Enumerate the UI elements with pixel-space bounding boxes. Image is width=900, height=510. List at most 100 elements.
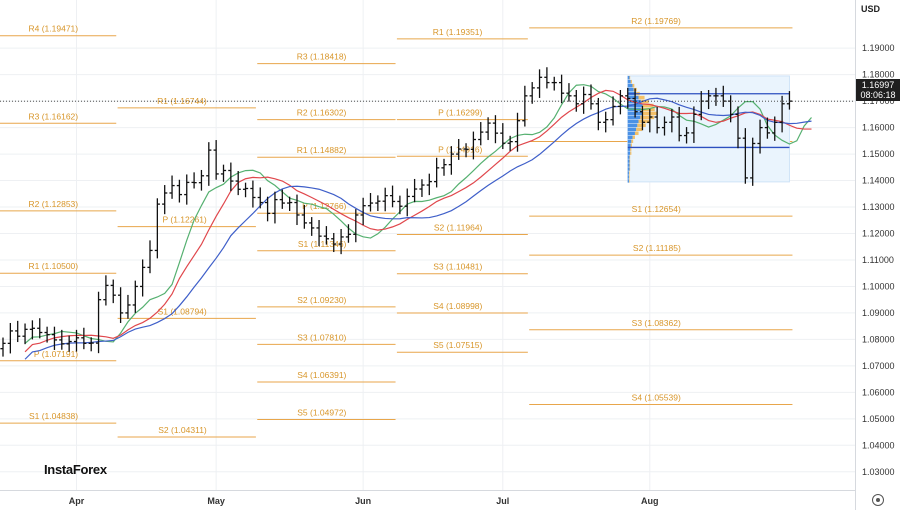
volume-bar [627,139,632,143]
pivot-label: S4 (1.08998) [433,301,482,311]
price-tick-label: 1.05000 [862,414,895,424]
price-tick-label: 1.06000 [862,387,895,397]
price-bar [265,196,271,222]
price-bar [162,185,168,215]
price-bar [95,291,102,354]
pivot-label: S3 (1.08362) [632,318,681,328]
pivot-label: S1 (1.11346) [298,239,347,249]
price-bar [198,169,205,191]
price-bar [456,138,462,160]
price-tick-label: 1.17000 [862,96,895,106]
price-bar [676,106,682,142]
volume-bar [627,95,639,100]
price-bar [669,109,675,133]
pivot-label: R3 (1.18418) [297,52,347,62]
volume-bar [627,79,631,84]
price-bar [617,90,623,115]
price-bar [448,146,454,175]
pivot-label: S2 (1.09230) [297,295,346,305]
volume-bar [629,155,631,159]
volume-bar [630,143,632,147]
volume-bar [627,123,638,128]
price-bar [382,187,388,212]
volume-bar [627,83,633,88]
price-bar [279,189,285,209]
volume-bar [637,123,646,128]
price-bar [412,178,418,203]
price-tick-label: 1.10000 [862,281,895,291]
price-bars [0,67,793,357]
price-bar [140,259,146,297]
price-bar [500,123,506,150]
price-bar [294,194,300,226]
price-bar [309,217,315,236]
price-bar [29,320,35,340]
price-bar [250,180,256,208]
currency-label[interactable]: USD [861,4,881,14]
brand-logo: InstaForex [44,462,107,477]
price-bar [103,275,109,306]
price-bar [331,232,337,253]
pivot-label: P (1.16299) [438,108,482,118]
price-bar [742,128,748,184]
settings-icon[interactable] [872,494,884,506]
price-bar [147,240,153,274]
price-bar [37,318,43,339]
price-bar [316,219,322,247]
candle-countdown: 08:06:18 [860,90,896,100]
price-bar [735,106,741,149]
price-bar [683,127,690,144]
price-bar [22,323,28,345]
price-bar [213,140,219,180]
volume-bar [638,119,651,124]
price-bar [514,112,521,152]
price-bar [15,320,21,343]
pivot-label: S2 (1.11964) [434,222,483,232]
pivot-label: S4 (1.05539) [632,393,681,403]
price-tick-label: 1.13000 [862,202,895,212]
price-bar [375,195,381,211]
price-bar [566,83,572,102]
price-bar [434,157,440,188]
volume-bar [627,171,629,175]
price-bar [536,69,543,98]
price-tick-label: 1.08000 [862,334,895,344]
price-tick-label: 1.15000 [862,149,895,159]
volume-bar [627,115,641,120]
pivot-label: S5 (1.07515) [433,340,482,350]
price-bar [154,198,160,259]
price-bar [353,209,359,243]
pivot-label: S3 (1.10481) [433,262,482,272]
volume-bar [627,75,630,80]
volume-bar [642,103,654,108]
volume-bar [627,151,631,155]
price-bar [654,106,660,134]
volume-bar [629,163,631,167]
pivot-label: R1 (1.14882) [297,145,347,155]
price-axis[interactable]: 1.19000 1.18000 1.17000 1.16000 1.15000 1.140… [862,43,895,477]
price-bar [639,105,646,131]
volume-bar [627,119,639,124]
price-bar [507,135,513,152]
volume-bar [627,135,633,139]
price-tick-label: 1.04000 [862,440,895,450]
month-tick-label: May [207,496,225,506]
price-bar [191,172,197,189]
price-bar [301,204,307,229]
moving-averages [24,84,812,360]
price-bar [228,162,234,192]
pivot-label: R2 (1.16302) [297,108,347,118]
ma-medium [24,89,812,353]
price-tick-label: 1.18000 [862,70,895,80]
pivot-label: S3 (1.07810) [297,332,346,342]
volume-bar [630,79,632,84]
volume-bar [631,139,634,143]
last-price-tag: 1.16997 08:06:18 [856,79,900,101]
price-bar [779,95,785,133]
ma-slow [24,97,812,360]
volume-bar [632,83,635,88]
price-tick-label: 1.12000 [862,228,895,238]
time-axis[interactable]: Apr May Jun Jul Aug [69,496,659,506]
volume-bar [640,107,655,112]
